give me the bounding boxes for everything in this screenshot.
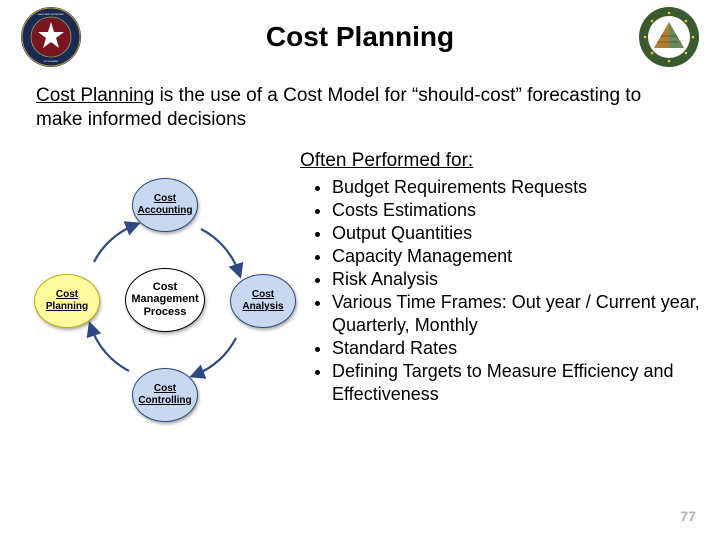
often-performed-heading: Often Performed for:: [300, 150, 700, 172]
page-number: 77: [680, 508, 696, 524]
svg-text:OF THE ARMY: OF THE ARMY: [44, 60, 59, 63]
list-item: Defining Targets to Measure Efficiency a…: [332, 360, 700, 406]
list-item: Budget Requirements Requests: [332, 176, 700, 199]
list-item: Standard Rates: [332, 337, 700, 360]
diagram-node-accounting: Cost Accounting: [132, 178, 198, 232]
definition-term: Cost Planning: [36, 85, 154, 106]
cost-management-cycle-diagram: Cost Management Process Cost Accounting …: [20, 178, 310, 418]
list-item: Output Quantities: [332, 222, 700, 245]
diagram-node-controlling: Cost Controlling: [132, 368, 198, 422]
svg-text:ASSISTANT SECRETARY: ASSISTANT SECRETARY: [38, 13, 64, 16]
definition-text: Cost Planning is the use of a Cost Model…: [0, 68, 720, 138]
often-performed-list: Budget Requirements RequestsCosts Estima…: [310, 176, 700, 406]
list-item: Risk Analysis: [332, 268, 700, 291]
list-item: Various Time Frames: Out year / Current …: [332, 291, 700, 337]
list-item: Capacity Management: [332, 245, 700, 268]
diagram-node-planning: Cost Planning: [34, 274, 100, 328]
diagram-node-center: Cost Management Process: [125, 268, 205, 332]
army-pyramid-seal-icon: [638, 6, 700, 68]
diagram-node-analysis: Cost Analysis: [230, 274, 296, 328]
page-title: Cost Planning: [82, 21, 638, 53]
list-item: Costs Estimations: [332, 199, 700, 222]
army-secretary-seal-icon: ASSISTANT SECRETARY OF THE ARMY: [20, 6, 82, 68]
